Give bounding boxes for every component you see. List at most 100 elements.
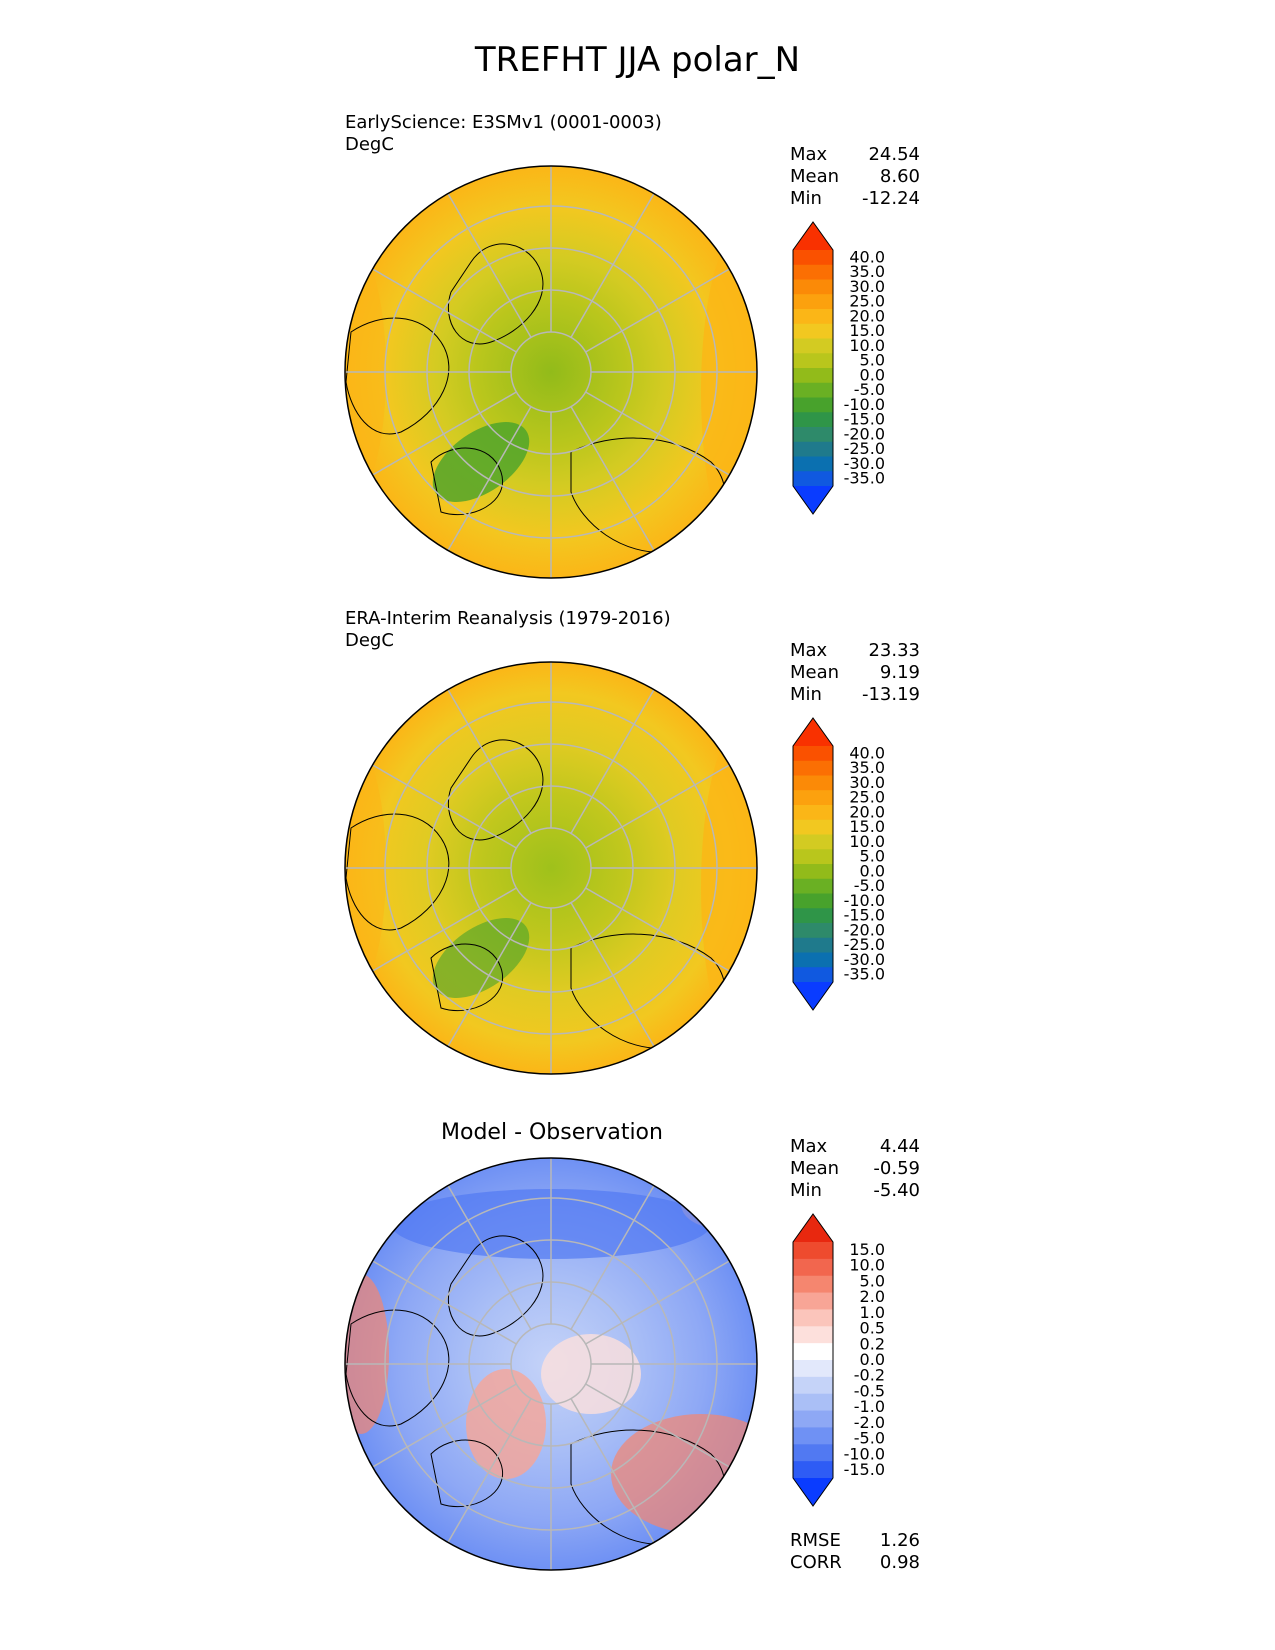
meridian-line: [570, 1398, 655, 1543]
colorbar-tick-label: 35.0: [849, 758, 885, 777]
stat-max: Max 24.54: [790, 144, 920, 165]
colorbar-tick-label: -10.0: [844, 891, 885, 910]
colorbar-tick-label: -20.0: [844, 920, 885, 939]
colorbar-segment: [793, 746, 833, 762]
colorbar-outline: [792, 1213, 834, 1507]
colorbar-tick-label: 5.0: [860, 351, 885, 370]
colorbar-3: 15.010.05.02.01.00.50.20.0-0.2-0.5-1.0-2…: [792, 1213, 885, 1507]
colorbar-segment: [793, 1360, 833, 1378]
colorbar-tick-label: 0.2: [860, 1334, 885, 1353]
colorbar-tick-label: 0.0: [860, 861, 885, 880]
meridian-line: [447, 406, 532, 551]
colorbar-segment: [793, 1410, 833, 1428]
colorbar-tick-label: 40.0: [849, 247, 885, 266]
colorbar-segment: [793, 1292, 833, 1310]
meridian-line: [585, 1383, 730, 1468]
colorbar-tick-label: 15.0: [849, 1240, 885, 1259]
map-boundary: [344, 661, 758, 1075]
meridian-line: [570, 406, 655, 551]
colorbar-outline: [792, 221, 834, 515]
meridian-line: [570, 193, 655, 338]
colorbar-segment: [793, 1326, 833, 1344]
colorbar-segment: [793, 923, 833, 939]
meridian-line: [447, 1185, 532, 1330]
colorbar-tick-label: 0.0: [860, 1350, 885, 1369]
land-outline: [447, 243, 544, 345]
colorbar-tick-label: -15.0: [844, 1460, 885, 1479]
colorbar-segment: [793, 819, 833, 835]
colorbar-segment: [793, 834, 833, 850]
colorbar-tick-label: -30.0: [844, 950, 885, 969]
colorbar-segment: [793, 471, 833, 487]
colorbar-segment: [793, 1242, 833, 1260]
colorbar-tick-label: -0.5: [854, 1381, 885, 1400]
colorbar-tick-label: 5.0: [860, 1271, 885, 1290]
colorbar-extend-top: [793, 222, 833, 250]
colorbar-tick-label: -35.0: [844, 469, 885, 488]
map-boundary: [344, 1157, 758, 1571]
panel2-stats: Max 23.33 Mean 9.19 Min -13.19: [790, 640, 920, 706]
colorbar-segment: [793, 397, 833, 413]
colorbar-tick-label: -1.0: [854, 1397, 885, 1416]
meridian-line: [372, 1383, 517, 1468]
colorbar-segment: [793, 1258, 833, 1277]
colorbar-tick-label: 15.0: [849, 321, 885, 340]
stat-mean: Mean 8.60: [790, 166, 920, 187]
colorbar-tick-label: -0.2: [854, 1366, 885, 1385]
meridian-line: [372, 1260, 517, 1345]
colorbar-segment: [793, 864, 833, 880]
colorbar-segment: [793, 805, 833, 821]
colorbar-segment: [793, 1343, 833, 1361]
colorbar-tick-label: -5.0: [854, 1429, 885, 1448]
colorbar-tick-label: -25.0: [844, 935, 885, 954]
land-outline: [345, 317, 450, 435]
colorbar-tick-label: 10.0: [849, 336, 885, 355]
colorbar-extend-top: [793, 1214, 833, 1242]
colorbar-extend-bottom: [793, 486, 833, 514]
colorbar-segment: [793, 1393, 833, 1412]
panel2-subtitle: ERA-Interim Reanalysis (1979-2016): [345, 608, 671, 629]
colorbar-tick-label: 35.0: [849, 262, 885, 281]
stat-min: Min -5.40: [790, 1180, 920, 1201]
polar-map-2: [344, 661, 758, 1075]
meridian-line: [372, 391, 517, 476]
meridian-line: [585, 268, 730, 353]
colorbar-tick-label: 5.0: [860, 847, 885, 866]
panel1-stats: Max 24.54 Mean 8.60 Min -12.24: [790, 144, 920, 210]
colorbar-tick-label: -30.0: [844, 454, 885, 473]
panel1-subtitle: EarlyScience: E3SMv1 (0001-0003): [345, 112, 662, 133]
colorbar-tick-label: 10.0: [849, 832, 885, 851]
colorbar-segment: [793, 264, 833, 280]
colorbar-segment: [793, 1444, 833, 1462]
colorbar-segment: [793, 893, 833, 909]
meridian-line: [372, 268, 517, 353]
colorbar-segment: [793, 1309, 833, 1327]
colorbar-segment: [793, 952, 833, 968]
colorbar-segment: [793, 908, 833, 924]
colorbar-segment: [793, 775, 833, 791]
meridian-line: [372, 764, 517, 849]
meridian-line: [447, 689, 532, 834]
colorbar-tick-label: 30.0: [849, 773, 885, 792]
meridian-line: [372, 887, 517, 972]
colorbar-tick-label: 20.0: [849, 802, 885, 821]
colorbar-tick-label: 30.0: [849, 277, 885, 296]
colorbar-tick-label: 0.5: [860, 1319, 885, 1338]
colorbar-segment: [793, 760, 833, 776]
colorbar-tick-label: -15.0: [844, 906, 885, 925]
colorbar-segment: [793, 456, 833, 472]
colorbar-outline: [792, 717, 834, 1011]
colorbar-segment: [793, 368, 833, 384]
colorbar-tick-label: 25.0: [849, 292, 885, 311]
colorbar-tick-label: 10.0: [849, 1256, 885, 1275]
colorbar-extend-bottom: [793, 982, 833, 1010]
stat-max: Max 23.33: [790, 640, 920, 661]
colorbar-extend-top: [793, 718, 833, 746]
land-outline: [345, 813, 450, 931]
stat-mean: Mean 9.19: [790, 662, 920, 683]
colorbar-tick-label: -5.0: [854, 380, 885, 399]
meridian-line: [570, 1185, 655, 1330]
colorbar-segment: [793, 353, 833, 369]
colorbar-tick-label: -20.0: [844, 424, 885, 443]
